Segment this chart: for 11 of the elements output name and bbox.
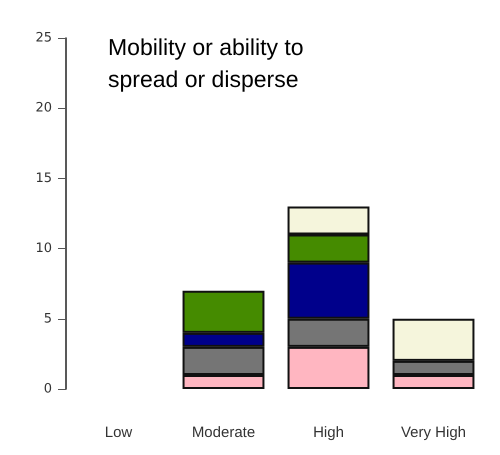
x-tick-label: Very High	[400, 424, 466, 441]
y-tick-label: 10	[35, 241, 52, 256]
y-tick-label: 15	[35, 170, 52, 186]
y-tick-label: 25	[35, 30, 52, 46]
x-tick-label: Low	[104, 424, 132, 441]
text: Mobility or ability to spread or disperse	[108, 34, 310, 92]
x-tick-label: High	[313, 424, 344, 441]
y-tick-label: 5	[44, 311, 52, 326]
y-tick-label: 0	[44, 382, 52, 396]
x-tick-label: Moderate	[192, 424, 256, 441]
y-tick-label: 20	[35, 100, 52, 116]
